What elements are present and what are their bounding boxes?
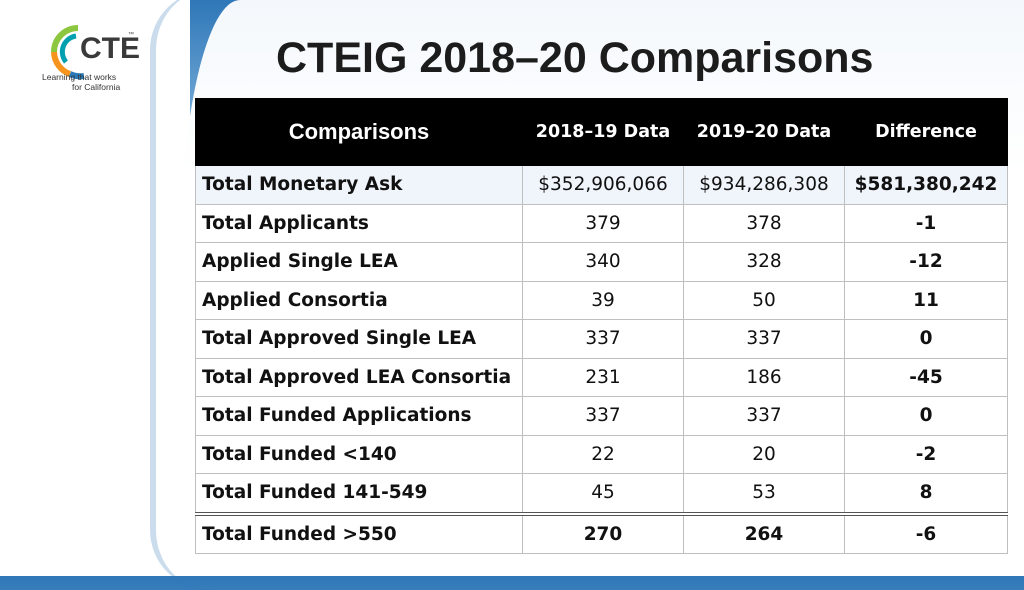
- value-2018-19: 22: [522, 434, 684, 474]
- table-row: Total Monetary Ask $352,906,066 $934,286…: [195, 165, 1008, 205]
- row-label: Total Funded >550: [195, 511, 523, 554]
- table-row: Applied Single LEA 340 328 -12: [195, 242, 1008, 282]
- row-label: Total Monetary Ask: [195, 165, 523, 205]
- value-difference: 0: [844, 319, 1008, 359]
- header-difference: Difference: [844, 98, 1008, 166]
- value-2018-19: 379: [522, 203, 684, 243]
- table-row: Total Approved Single LEA 337 337 0: [195, 319, 1008, 359]
- value-difference: -12: [844, 242, 1008, 282]
- value-2018-19: 231: [522, 357, 684, 397]
- logo-brand-text: CTE: [80, 32, 140, 65]
- value-difference: -2: [844, 434, 1008, 474]
- row-label: Total Funded 141-549: [195, 473, 523, 514]
- value-difference: 11: [844, 280, 1008, 320]
- header-2018-19: 2018–19 Data: [522, 98, 684, 166]
- value-difference: -45: [844, 357, 1008, 397]
- header-comparisons: Comparisons: [195, 98, 523, 166]
- table-header-row: Comparisons 2018–19 Data 2019–20 Data Di…: [195, 98, 1008, 166]
- cte-logo-mark-icon: [51, 25, 85, 80]
- value-2018-19: 45: [522, 473, 684, 514]
- value-2019-20: 328: [683, 242, 845, 282]
- table-row-total: Total Funded >550 270 264 -6: [195, 511, 1008, 554]
- row-label: Total Funded <140: [195, 434, 523, 474]
- row-label: Total Applicants: [195, 203, 523, 243]
- value-2019-20: 53: [683, 473, 845, 514]
- page-title: CTEIG 2018–20 Comparisons: [276, 34, 874, 82]
- logo-tagline-line2: for California: [72, 82, 121, 92]
- value-2019-20: 337: [683, 396, 845, 436]
- decorative-swoosh: [150, 0, 276, 590]
- value-2018-19: 340: [522, 242, 684, 282]
- value-difference: 0: [844, 396, 1008, 436]
- value-difference: 8: [844, 473, 1008, 514]
- value-2018-19: 337: [522, 319, 684, 359]
- table-row: Total Approved LEA Consortia 231 186 -45: [195, 357, 1008, 397]
- value-2019-20: 50: [683, 280, 845, 320]
- value-difference: -6: [844, 511, 1008, 554]
- value-2019-20: 337: [683, 319, 845, 359]
- value-2019-20: $934,286,308: [683, 165, 845, 205]
- value-difference: $581,380,242: [844, 165, 1008, 205]
- value-2019-20: 264: [683, 511, 845, 554]
- value-2018-19: 270: [522, 511, 684, 554]
- row-label: Total Approved LEA Consortia: [195, 357, 523, 397]
- row-label: Total Approved Single LEA: [195, 319, 523, 359]
- logo-tagline-line1: Learning that works: [42, 72, 117, 82]
- row-label: Total Funded Applications: [195, 396, 523, 436]
- row-label: Applied Consortia: [195, 280, 523, 320]
- table-row: Total Funded <140 22 20 -2: [195, 434, 1008, 474]
- table-row: Total Funded 141-549 45 53 8: [195, 473, 1008, 514]
- table-row: Total Applicants 379 378 -1: [195, 203, 1008, 243]
- value-2019-20: 20: [683, 434, 845, 474]
- value-2019-20: 186: [683, 357, 845, 397]
- value-2018-19: 39: [522, 280, 684, 320]
- logo-tagline: Learning that works for California: [42, 72, 132, 92]
- trademark-mark: ™: [128, 32, 134, 38]
- value-2018-19: $352,906,066: [522, 165, 684, 205]
- row-label: Applied Single LEA: [195, 242, 523, 282]
- table-row: Applied Consortia 39 50 11: [195, 280, 1008, 320]
- value-2019-20: 378: [683, 203, 845, 243]
- comparison-table: Comparisons 2018–19 Data 2019–20 Data Di…: [195, 98, 1008, 554]
- value-2018-19: 337: [522, 396, 684, 436]
- table-row: Total Funded Applications 337 337 0: [195, 396, 1008, 436]
- left-margin: [0, 0, 190, 576]
- header-2019-20: 2019–20 Data: [683, 98, 845, 166]
- value-difference: -1: [844, 203, 1008, 243]
